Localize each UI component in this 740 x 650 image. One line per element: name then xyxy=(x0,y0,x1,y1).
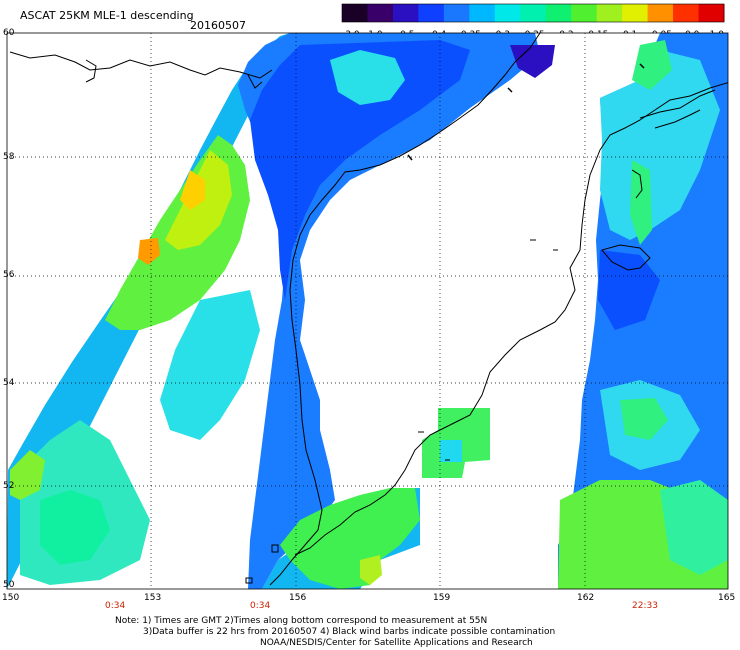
colorbar-tick-label: -1.0 xyxy=(365,30,383,40)
colorbar-cell xyxy=(342,4,368,22)
colorbar-cell xyxy=(698,4,725,22)
colorbar-tick-label: -0.15 xyxy=(585,30,608,40)
lon-label-150: 150 xyxy=(2,593,20,603)
colorbar-cell xyxy=(443,4,470,22)
colorbar-cell xyxy=(367,4,394,22)
time-label-3: 22:33 xyxy=(632,601,658,611)
colorbar-tick-label: 1.0 xyxy=(710,30,725,40)
colorbar-tick-label: 0.0 xyxy=(685,30,700,40)
southern-green-cluster xyxy=(280,488,420,589)
colorbar-cell xyxy=(545,4,572,22)
lat-label-50: 50 xyxy=(3,580,15,590)
colorbar-tick-label: -0.25 xyxy=(521,30,544,40)
colorbar-cell xyxy=(494,4,521,22)
west-swath-data xyxy=(7,33,420,589)
figure-title: ASCAT 25KM MLE-1 descending xyxy=(20,9,194,22)
colorbar-cell xyxy=(622,4,649,22)
lat-label-60: 60 xyxy=(3,28,15,38)
colorbar-cell xyxy=(520,4,547,22)
colorbar-cell xyxy=(418,4,445,22)
lat-label-58: 58 xyxy=(3,152,15,162)
west-swath-green-band xyxy=(105,135,250,330)
lat-label-54: 54 xyxy=(3,378,15,388)
lon-label-162: 162 xyxy=(577,593,595,603)
colorbar-tick-label: -0.4 xyxy=(429,30,447,40)
colorbar-cell xyxy=(469,4,496,22)
colorbar-tick-label: -0.2 xyxy=(556,30,574,40)
lon-label-153: 153 xyxy=(144,593,162,603)
colorbar-cell xyxy=(673,4,700,22)
colorbar-cell xyxy=(647,4,674,22)
colorbar-cell xyxy=(596,4,623,22)
lon-label-156: 156 xyxy=(289,593,307,603)
lon-label-165: 165 xyxy=(718,593,736,603)
colorbar: -3.0 -1.0 -0.5 -0.4 -0.35 -0.3 -0.25 -0.2 -0.15 -… xyxy=(341,3,725,40)
lat-label-56: 56 xyxy=(3,270,15,280)
colorbar-tick-label: -0.35 xyxy=(458,30,481,40)
note-line-1: Note: 1) Times are GMT 2)Times along bot… xyxy=(115,616,488,626)
lat-label-52: 52 xyxy=(3,481,15,491)
colorbar-tick-label: -3.0 xyxy=(342,30,360,40)
time-label-1: 0:34 xyxy=(105,601,126,611)
colorbar-tick-label: -0.3 xyxy=(492,30,510,40)
colorbar-cell xyxy=(571,4,598,22)
lon-label-159: 159 xyxy=(433,593,451,603)
east-swath-data xyxy=(558,33,728,589)
note-line-3: NOAA/NESDIS/Center for Satellite Applica… xyxy=(260,638,533,648)
figure-date: 20160507 xyxy=(190,19,246,32)
time-label-2: 0:34 xyxy=(250,601,271,611)
colorbar-tick-label: -0.5 xyxy=(397,30,415,40)
coastline xyxy=(9,33,728,586)
note-line-2: 3)Data buffer is 22 hrs from 20160507 4)… xyxy=(143,627,556,637)
colorbar-cell xyxy=(392,4,419,22)
colorbar-tick-label: -0.05 xyxy=(649,30,672,40)
colorbar-tick-label: -0.1 xyxy=(620,30,638,40)
